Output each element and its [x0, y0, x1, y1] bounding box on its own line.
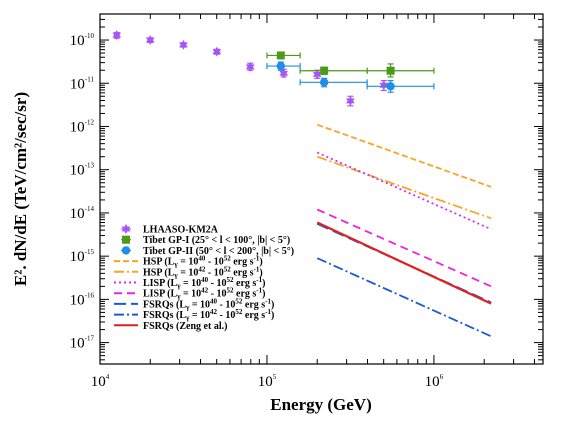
- y-tick-label: 10-16: [70, 291, 95, 308]
- data-point: [379, 80, 389, 91]
- legend-label: FSRQs (Lγ = 1042 - 1052 erg s-1): [143, 308, 274, 322]
- legend-label: HSP (Lγ = 1042 - 1052 erg s-1): [143, 265, 263, 279]
- data-point: [121, 246, 131, 255]
- data-point: [276, 61, 285, 71]
- data-point: [386, 82, 395, 91]
- y-tick-label: 10-15: [70, 248, 95, 265]
- series-line: [316, 208, 492, 288]
- legend-label: LHAASO-KM2A: [143, 225, 219, 236]
- series-line: [316, 151, 492, 231]
- y-tick-label: 10-12: [70, 118, 95, 135]
- data-point: [312, 69, 322, 80]
- x-tick-label: 106: [425, 373, 444, 390]
- x-tick-label: 105: [258, 373, 277, 390]
- data-point: [145, 35, 155, 46]
- series-line: [316, 123, 492, 188]
- legend-label: FSRQs (Lγ = 1040 - 1052 erg s-1): [143, 297, 274, 311]
- data-point: [112, 30, 122, 41]
- data-point: [346, 95, 355, 106]
- legend-label: LISP (Lγ = 1040 - 1052 erg s-1): [143, 276, 265, 290]
- legend-label: Tibet GP-I (25° < l < 100°, |b| < 5°): [143, 235, 290, 246]
- y-tick-label: 10-13: [70, 162, 95, 179]
- y-tick-label: 10-17: [70, 335, 95, 352]
- data-point: [121, 224, 131, 234]
- x-tick-label: 104: [91, 373, 110, 390]
- chart-axes: 104 105 106 10-17 10-16 10-15 10-14 10-13 10-12 1…: [70, 13, 543, 390]
- series-line: [316, 221, 492, 305]
- data-point: [179, 39, 188, 50]
- legend-label: LISP (Lγ = 1042 - 1052 erg s-1): [143, 287, 265, 301]
- chart-marks: [112, 30, 492, 338]
- legend-label: HSP (Lγ = 1040 - 1052 erg s-1): [143, 255, 263, 269]
- data-point: [320, 66, 329, 75]
- legend-label: Tibet GP-II (50° < l < 200°, |b| < 5°): [143, 246, 294, 257]
- data-point: [212, 46, 222, 57]
- series-line: [316, 155, 492, 220]
- data-point: [122, 235, 130, 244]
- data-point: [245, 61, 255, 72]
- data-point: [279, 68, 289, 79]
- y-tick-label: 10-10: [70, 32, 95, 49]
- plot-frame: [99, 13, 544, 365]
- data-point: [386, 66, 395, 75]
- legend-label: FSRQs (Zeng et al.): [143, 321, 227, 332]
- data-point: [276, 51, 285, 60]
- y-axis-title: E². dN/dE (TeV/cm²/sec/sr): [11, 92, 30, 286]
- y-tick-label: 10-14: [70, 205, 95, 222]
- series-line: [316, 257, 492, 338]
- data-point: [319, 78, 329, 87]
- x-axis-title: Energy (GeV): [270, 395, 372, 414]
- y-tick-label: 10-11: [70, 75, 95, 92]
